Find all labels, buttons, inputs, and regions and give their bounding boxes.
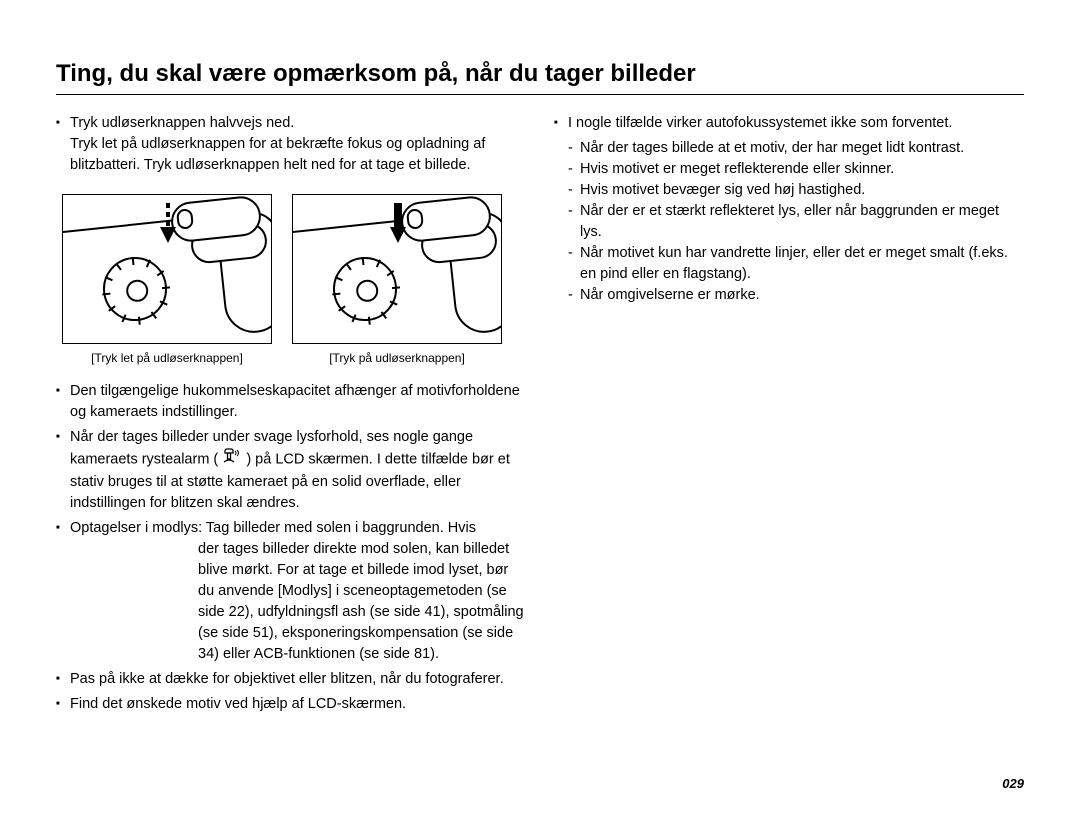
- arrow-down-dashed-icon: [159, 201, 177, 245]
- bullet-memory: Den tilgængelige hukommelseskapacitet af…: [56, 381, 526, 423]
- camera-illustration-half-press: [62, 194, 272, 344]
- bullet-shutter-halfway: Tryk udløserknappen halvvejs ned. Tryk l…: [56, 113, 526, 176]
- two-column-layout: Tryk udløserknappen halvvejs ned. Tryk l…: [56, 113, 1024, 719]
- bullet-subtext: Tryk let på udløserknappen for at bekræf…: [70, 134, 526, 176]
- left-column: Tryk udløserknappen halvvejs ned. Tryk l…: [56, 113, 526, 719]
- right-column: I nogle tilfælde virker autofokussysteme…: [554, 113, 1024, 719]
- bullet-lead: Optagelser i modlys: Tag billeder med so…: [70, 520, 476, 536]
- bullet-backlight: Optagelser i modlys: Tag billeder med so…: [56, 518, 526, 665]
- dash-item: Når der tages billede at et motiv, der h…: [568, 138, 1024, 159]
- figure-caption: [Tryk let på udløserknappen]: [62, 350, 272, 367]
- page-number: 029: [1002, 776, 1024, 791]
- dash-item: Når omgivelserne er mørke.: [568, 285, 1024, 306]
- autofocus-cases: Når der tages billede at et motiv, der h…: [554, 138, 1024, 306]
- bullet-autofocus: I nogle tilfælde virker autofokussysteme…: [554, 113, 1024, 134]
- bullet-indent-block: der tages billeder direkte mod solen, ka…: [70, 539, 526, 665]
- figure-full-press: [Tryk på udløserknappen]: [292, 194, 502, 367]
- dash-item: Når motivet kun har vandrette linjer, el…: [568, 243, 1024, 285]
- figure-half-press: [Tryk let på udløserknappen]: [62, 194, 272, 367]
- figure-caption: [Tryk på udløserknappen]: [292, 350, 502, 367]
- dash-item: Hvis motivet bevæger sig ved høj hastigh…: [568, 180, 1024, 201]
- manual-page: Ting, du skal være opmærksom på, når du …: [0, 0, 1080, 815]
- bullet-lcd-compose: Find det ønskede motiv ved hjælp af LCD-…: [56, 694, 526, 715]
- camera-illustration-full-press: [292, 194, 502, 344]
- camera-shake-icon: [222, 448, 242, 471]
- bullet-cover-lens: Pas på ikke at dække for objektivet elle…: [56, 669, 526, 690]
- bullet-shake-alarm: Når der tages billeder under svage lysfo…: [56, 427, 526, 513]
- arrow-down-solid-icon: [389, 201, 407, 245]
- dash-item: Hvis motivet er meget reflekterende elle…: [568, 159, 1024, 180]
- figure-row: [Tryk let på udløserknappen]: [62, 194, 526, 367]
- bullet-text: Tryk udløserknappen halvvejs ned.: [70, 115, 294, 131]
- dash-item: Når der er et stærkt reflekteret lys, el…: [568, 201, 1024, 243]
- page-title: Ting, du skal være opmærksom på, når du …: [56, 60, 1024, 95]
